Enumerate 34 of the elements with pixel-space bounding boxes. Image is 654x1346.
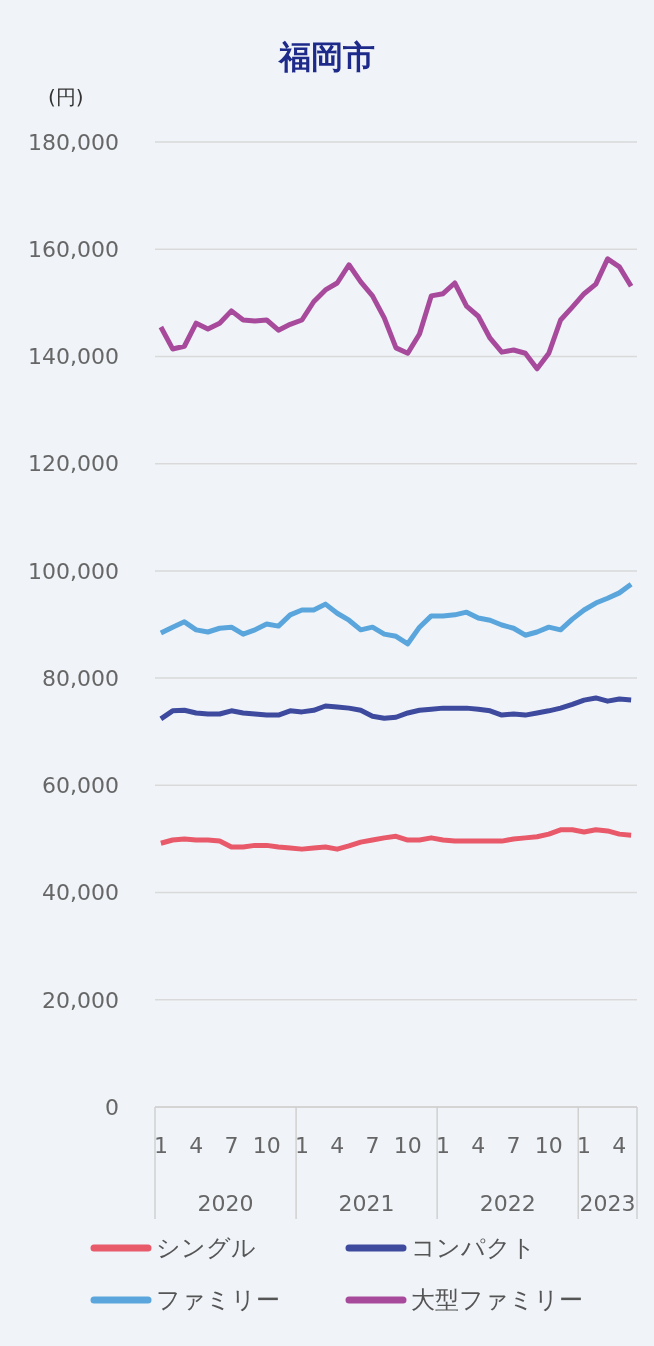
legend-label: シングル bbox=[156, 1233, 256, 1264]
y-tick-label: 140,000 bbox=[28, 344, 119, 370]
x-tick-label: 7 bbox=[506, 1132, 521, 1158]
y-tick-label: 120,000 bbox=[28, 451, 119, 477]
x-tick-label: 10 bbox=[393, 1132, 422, 1158]
y-tick-label: 180,000 bbox=[28, 129, 119, 155]
y-tick-label: 80,000 bbox=[42, 665, 119, 691]
y-axis-title: (円) bbox=[48, 84, 84, 111]
text: 2023 bbox=[579, 1191, 636, 1216]
x-tick-label: 4 bbox=[612, 1132, 627, 1158]
x-tick-label: 1 bbox=[577, 1132, 592, 1158]
y-tick-label: 100,000 bbox=[28, 558, 119, 584]
y-tick-label: 20,000 bbox=[42, 987, 119, 1013]
y-tick-label: 40,000 bbox=[42, 880, 119, 906]
x-tick-label: 1 bbox=[153, 1132, 168, 1158]
text: 2021 bbox=[338, 1191, 395, 1216]
x-tick-label: 7 bbox=[224, 1132, 239, 1158]
x-tick-label: 7 bbox=[365, 1132, 380, 1158]
chart-title: 福岡市 bbox=[277, 37, 376, 78]
legend-label: 大型ファミリー bbox=[411, 1285, 583, 1316]
x-tick-label: 4 bbox=[189, 1132, 204, 1158]
legend-label: ファミリー bbox=[156, 1285, 280, 1316]
text: 2022 bbox=[479, 1191, 536, 1216]
y-tick-label: 60,000 bbox=[42, 773, 119, 799]
y-tick-label: 160,000 bbox=[28, 237, 119, 263]
x-tick-label: 1 bbox=[436, 1132, 451, 1158]
x-tick-label: 10 bbox=[534, 1132, 563, 1158]
legend-label: コンパクト bbox=[411, 1233, 536, 1264]
y-tick-label: 0 bbox=[105, 1094, 119, 1120]
x-tick-label: 4 bbox=[330, 1132, 345, 1158]
x-tick-label: 1 bbox=[294, 1132, 309, 1158]
x-tick-label: 4 bbox=[471, 1132, 486, 1158]
x-tick-label: 10 bbox=[252, 1132, 281, 1158]
text: 2020 bbox=[197, 1191, 254, 1216]
